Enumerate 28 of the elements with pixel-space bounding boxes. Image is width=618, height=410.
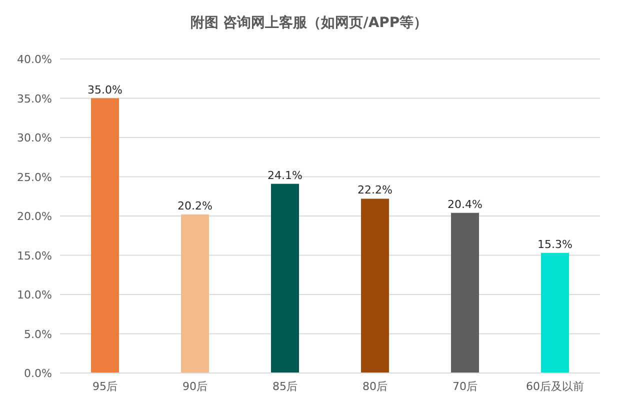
y-tick-label: 20.0%: [17, 210, 52, 223]
x-tick-label: 85后: [272, 380, 298, 393]
chart-title: 附图 咨询网上客服（如网页/APP等）: [190, 14, 428, 31]
x-tick-label: 95后: [92, 380, 118, 393]
y-tick-label: 0.0%: [24, 367, 52, 380]
data-label: 15.3%: [538, 238, 572, 251]
bar: [91, 98, 119, 373]
y-tick-label: 10.0%: [17, 288, 52, 302]
x-tick-label: 60后及以前: [526, 380, 584, 393]
y-tick-label: 35.0%: [17, 92, 52, 106]
data-label: 24.1%: [268, 168, 302, 182]
y-tick-label: 15.0%: [17, 249, 52, 262]
data-label: 35.0%: [88, 83, 122, 96]
bar: [271, 184, 299, 373]
x-tick-label: 80后: [362, 380, 388, 393]
bar: [181, 214, 209, 373]
bar: [541, 252, 569, 373]
bar: [361, 198, 389, 373]
x-tick-label: 90后: [182, 380, 208, 393]
data-label: 20.2%: [178, 199, 212, 212]
data-label: 20.4%: [448, 198, 482, 211]
y-tick-label: 30.0%: [17, 132, 52, 144]
data-label: 22.2%: [358, 184, 392, 197]
x-tick-label: 70后: [452, 380, 478, 393]
y-tick-label: 40.0%: [17, 53, 52, 66]
y-tick-label: 5.0%: [24, 328, 52, 341]
y-tick-label: 25.0%: [17, 170, 52, 184]
bar: [451, 212, 479, 373]
